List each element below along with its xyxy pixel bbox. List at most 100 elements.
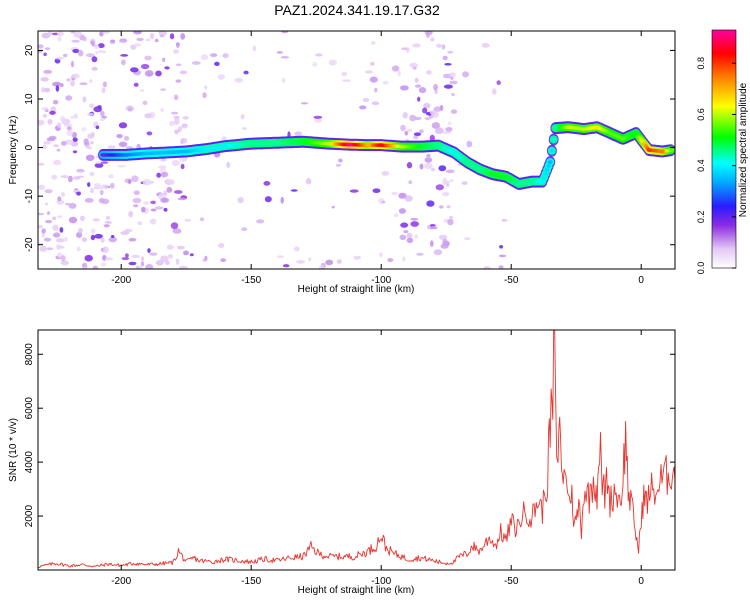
noise-blob [426,200,435,207]
noise-blob [51,216,57,221]
snr-x-ticks: -200 -150 -100 -50 0 [111,330,644,587]
noise-blob [70,31,76,34]
noise-blob [182,116,189,120]
noise-blob [55,56,65,60]
x-tick-label: 0 [638,576,644,587]
noise-blob [416,252,424,256]
noise-blob [447,50,454,54]
noise-blob [125,253,129,258]
noise-blob [90,234,96,241]
y-tick-label: -10 [24,188,35,203]
noise-blob [218,243,225,248]
noise-blob [49,110,56,115]
ridge-core [549,149,555,153]
x-tick-label: -200 [111,576,131,587]
colorbar-tick-label: 0.2 [696,211,706,224]
ridge-point [594,125,600,129]
noise-blob [145,264,154,269]
ridge-point [516,182,522,186]
noise-blob [53,159,62,166]
x-tick-label: -150 [241,275,261,286]
noise-blob [79,82,88,86]
noise-blob [65,95,73,101]
noise-blob [93,106,102,113]
x-tick-label: -200 [111,275,131,286]
noise-blob [163,207,168,212]
noise-blob [87,133,95,139]
noise-blob [89,171,95,176]
noise-blob [175,63,182,67]
noise-blob [214,61,220,66]
noise-blob [166,186,173,193]
noise-blob [130,67,139,73]
noise-blob [97,43,105,49]
noise-blob [57,215,63,218]
noise-blob [133,190,140,195]
noise-blob [184,218,192,222]
noise-blob [370,61,375,66]
noise-blob [102,81,107,88]
noise-blob [78,228,83,234]
noise-blob [183,250,189,256]
noise-blob [445,169,455,174]
noise-blob [177,197,187,201]
noise-blob [52,81,61,87]
ridge-point [248,141,254,146]
noise-blob [56,148,61,152]
noise-blob [381,200,386,204]
noise-blob [501,219,508,222]
noise-blob [38,212,45,216]
noise-blob [336,259,342,264]
noise-blob [406,232,413,239]
noise-blob [399,234,407,240]
noise-blob [104,221,113,224]
noise-blob [107,145,116,149]
noise-blob [66,126,72,131]
noise-blob [147,248,151,253]
noise-blob [45,202,49,206]
ridge-core [546,164,551,168]
noise-blob [412,43,421,48]
noise-blob [140,63,150,70]
ridge-point [399,144,405,149]
noise-blob [90,228,96,234]
noise-blob [200,54,209,61]
noise-blob [174,129,179,135]
noise-blob [48,31,52,36]
noise-blob [39,245,47,252]
noise-blob [381,171,390,176]
noise-blob [121,59,126,66]
ridge-point [420,144,426,149]
noise-blob [94,233,103,239]
noise-blob [160,88,167,91]
noise-blob [442,238,448,245]
noise-blob [338,158,343,163]
noise-blob [160,171,169,178]
noise-blob [91,66,98,71]
noise-blob [144,55,152,61]
noise-blob [118,122,128,129]
noise-blob [125,146,134,150]
noise-blob [434,127,444,134]
noise-blob [451,92,455,97]
noise-blob [328,59,337,66]
noise-blob [182,125,187,129]
noise-blob [149,252,158,256]
noise-blob [131,175,139,183]
x-tick-label: -100 [371,275,391,286]
noise-blob [256,219,265,224]
noise-blob [483,266,491,269]
noise-blob [171,111,179,115]
noise-blob [149,218,157,225]
colorbar-frame [711,29,737,269]
noise-blob [73,176,81,180]
noise-blob [315,53,323,57]
noise-blob [60,115,65,123]
noise-blob [179,265,188,269]
noise-blob [68,216,78,224]
noise-blob [430,167,436,172]
noise-blob [379,252,383,258]
noise-blob [110,235,115,238]
noise-blob [85,154,95,161]
noise-blob [160,158,167,162]
